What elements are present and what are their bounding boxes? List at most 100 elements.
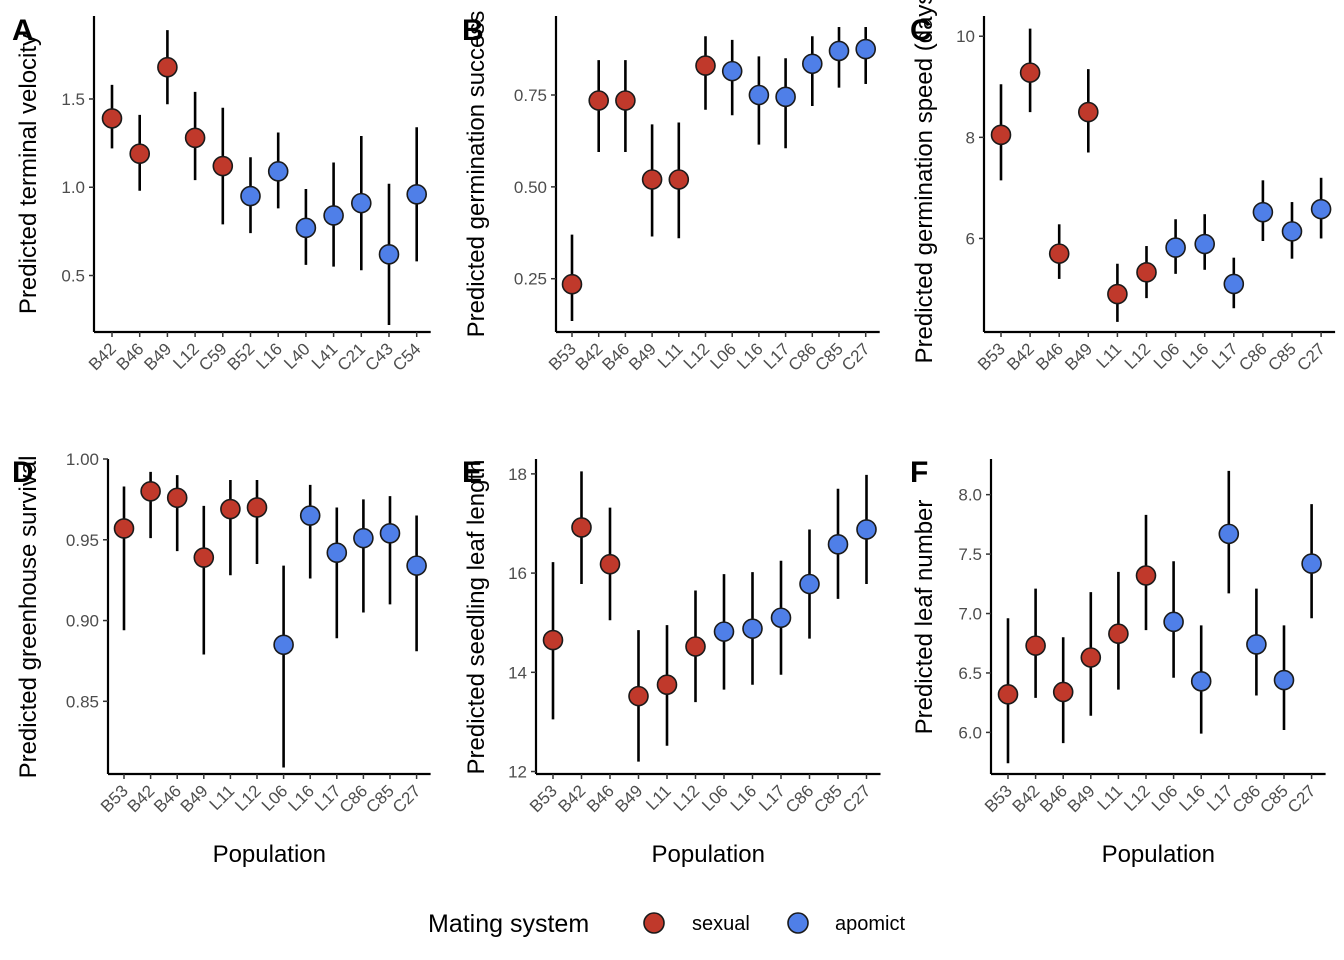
point-c59 [212,155,234,177]
x-tick-label: C54 [389,339,424,374]
point-c43 [378,244,400,265]
x-tick-label: B52 [224,339,259,374]
y-tick-label: 0.5 [61,267,85,286]
point-b53 [113,518,135,539]
y-tick-label: 1.5 [61,90,85,109]
y-axis-title: Predicted germination success [463,11,490,338]
x-tick-label: L12 [1121,339,1154,372]
x-tick-label: C85 [1264,339,1299,374]
y-tick-label: 8 [966,128,975,147]
x-tick-label: B42 [555,781,590,816]
y-axis-title: Predicted germination speed (days) [911,0,938,363]
x-tick-label: C43 [361,339,396,374]
x-tick-label: B42 [1003,339,1038,374]
y-tick-label: 7.0 [958,605,982,624]
point-l06 [273,634,294,656]
point-b46 [615,90,636,111]
x-tick-label: L17 [760,339,793,372]
x-tick-label: L16 [733,339,766,372]
point-l06 [1163,611,1184,633]
point-l11 [1107,283,1128,305]
x-tick-label: C86 [782,781,817,816]
x-tick-label: C86 [1235,339,1270,374]
point-c27 [856,519,877,540]
point-l06 [713,621,735,642]
point-b42 [140,481,161,502]
point-b42 [1025,635,1046,656]
x-tick-label: L12 [670,781,703,814]
x-tick-label: L06 [698,781,731,814]
panel-tag: A [12,14,34,47]
point-l16 [1190,670,1212,692]
point-b42 [101,108,123,129]
y-axis-title: Predicted greenhouse survival [15,456,42,779]
point-c27 [1310,198,1332,220]
point-l16 [267,161,289,182]
point-c86 [353,527,374,549]
point-b53 [542,629,564,651]
x-tick-label: L17 [755,781,788,814]
point-l12 [1135,565,1157,586]
y-axis-title: Predicted leaf number [911,500,938,735]
x-tick-label: B49 [612,781,647,816]
x-tick-label: L11 [654,339,687,372]
point-c27 [1301,553,1322,574]
point-b46 [1048,243,1070,264]
x-tick-label: C27 [839,781,874,816]
x-tick-label: C85 [1256,781,1291,816]
x-tick-label: L17 [1203,781,1236,814]
point-c86 [1252,201,1274,223]
y-tick-label: 14 [508,663,527,682]
y-tick-label: 8.0 [958,486,982,505]
point-b46 [1052,681,1074,703]
y-tick-label: 0.75 [514,86,547,105]
point-c27 [406,555,427,576]
x-tick-label: L12 [1120,781,1153,814]
chart-panel-b: 0.250.500.75B53B42B46B49L11L12L06L16L17C… [462,11,880,375]
point-l16 [1194,233,1215,255]
x-axis-title: Population [652,841,765,868]
y-tick-label: 6.5 [958,664,982,683]
legend-sexual-label: sexual [692,913,750,935]
point-l11 [668,169,690,190]
x-tick-label: B46 [113,339,148,374]
x-tick-label: C27 [389,781,424,816]
point-c85 [828,40,850,62]
x-tick-label: L16 [727,781,760,814]
point-b49 [157,56,178,78]
x-tick-label: C21 [334,339,369,374]
x-tick-label: L17 [1208,339,1241,372]
x-tick-label: C27 [838,339,873,374]
point-c85 [379,523,401,544]
x-tick-label: L12 [169,339,202,372]
point-l12 [184,127,206,149]
y-tick-label: 1.0 [61,178,85,197]
point-b49 [641,169,663,190]
point-l06 [1165,237,1186,258]
x-axis-title: Population [1102,841,1215,868]
x-tick-label: L12 [231,781,264,814]
point-b49 [1080,647,1102,668]
panels: 0.51.01.5B42B46B49L12C59B52L16L40L41C21C… [12,0,1336,868]
point-l12 [685,636,706,657]
x-tick-label: B42 [85,339,120,374]
y-tick-label: 18 [508,465,527,484]
x-tick-label: B53 [974,339,1009,374]
y-tick-label: 6 [966,229,975,248]
chart-panel-e: 12 14 16 18 B53B42B46B49L11L12L06L16L17C86C8… [462,456,881,868]
y-tick-label: 16 [508,564,527,583]
point-l16 [299,505,321,526]
point-l12 [695,55,716,76]
y-tick-label: 0.50 [514,178,547,197]
x-tick-label: B46 [1032,339,1067,374]
point-l16 [748,84,770,106]
point-l12 [1136,262,1157,283]
point-l17 [770,607,792,629]
point-l16 [742,618,763,639]
panel-tag: E [462,456,482,489]
x-tick-label: B53 [526,781,561,816]
x-tick-label: L16 [285,781,318,814]
point-b46 [599,553,621,575]
x-tick-label: C27 [1284,781,1319,816]
